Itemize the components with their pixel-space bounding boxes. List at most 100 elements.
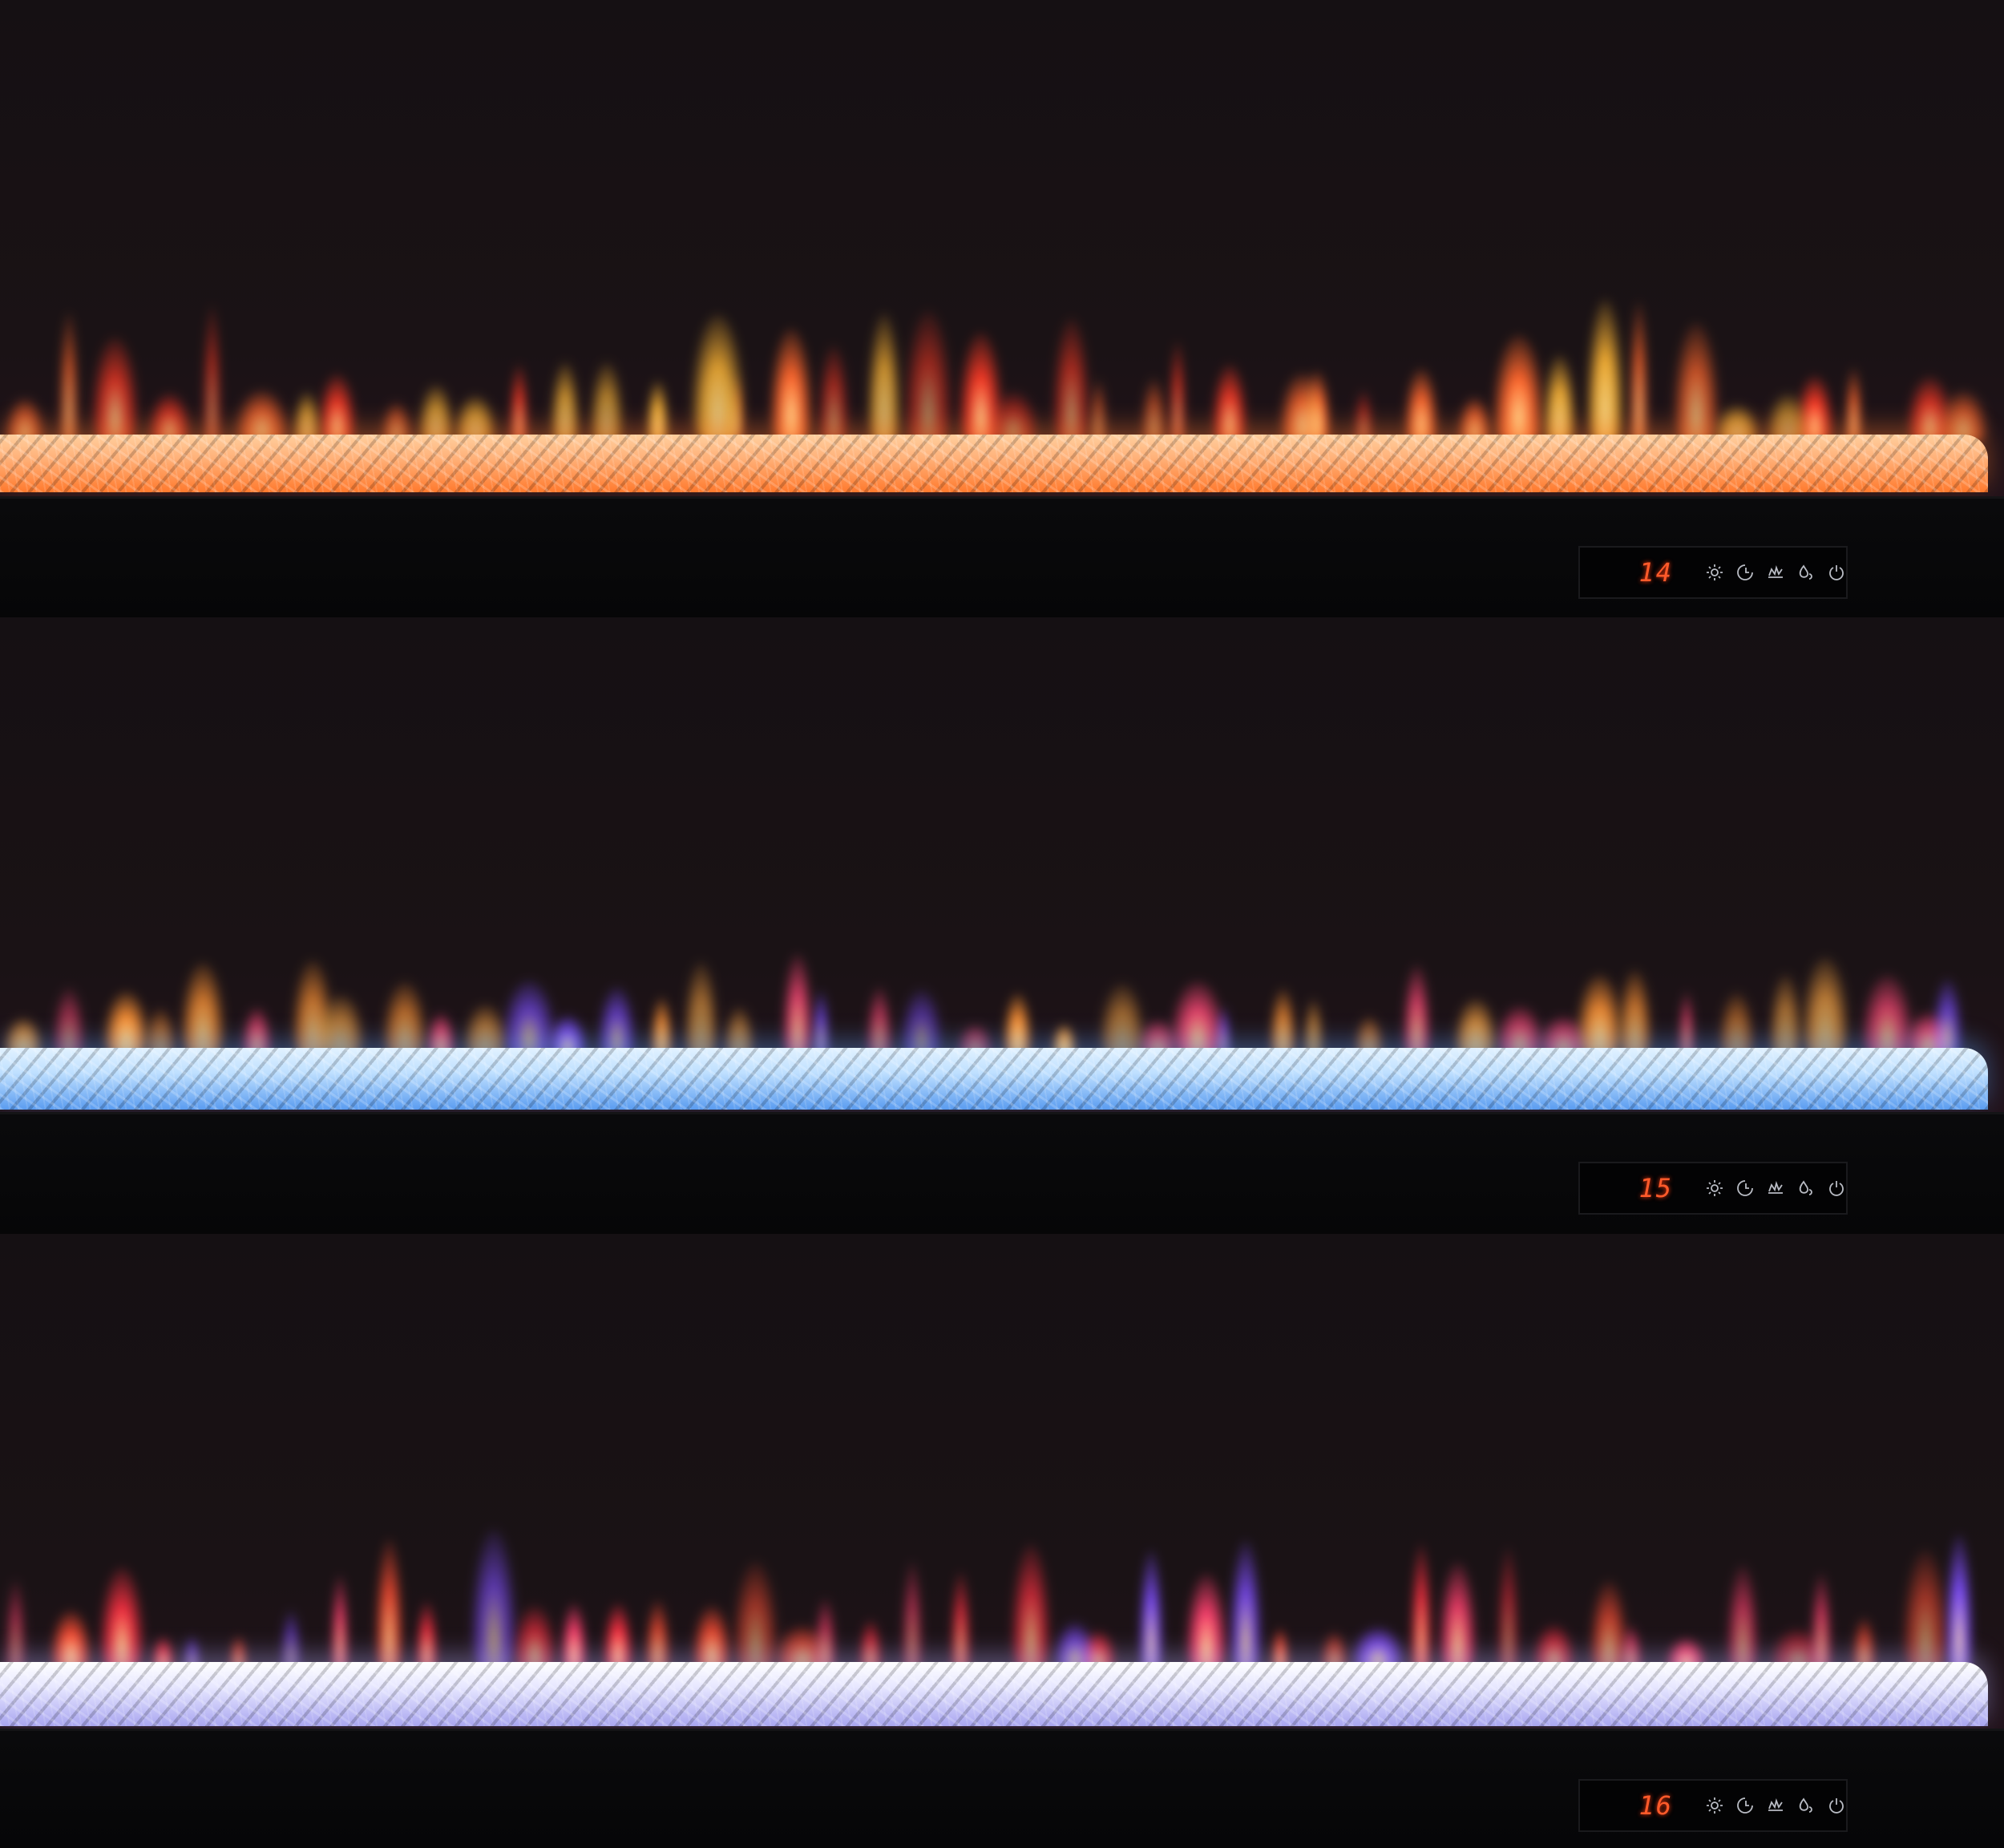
fireplace-panel: 14 [0, 0, 2004, 617]
flame [782, 953, 813, 1056]
flame [1719, 992, 1756, 1056]
flame [1089, 378, 1108, 443]
flame [1139, 1549, 1164, 1670]
brightness-icon[interactable] [1705, 1796, 1724, 1815]
flame [59, 311, 79, 443]
flame [867, 986, 893, 1056]
flame [470, 1529, 518, 1670]
flame [374, 1539, 404, 1670]
flame [143, 1007, 176, 1056]
timer-icon[interactable] [1735, 1179, 1755, 1198]
flame [1269, 988, 1296, 1056]
timer-icon[interactable] [1735, 1796, 1755, 1815]
flame [903, 309, 952, 443]
flame [1901, 1548, 1949, 1670]
flame-effect-icon[interactable] [1766, 1796, 1785, 1815]
firebox [0, 617, 2004, 1112]
flame [1004, 993, 1032, 1056]
flame [1586, 299, 1625, 443]
flame [1354, 389, 1373, 443]
flame-effect-icon[interactable] [1766, 1179, 1785, 1198]
control-panel: 14 [1578, 546, 1848, 599]
flame [1852, 1616, 1876, 1670]
flame [1844, 366, 1863, 443]
flame [1796, 374, 1834, 443]
flame [512, 1604, 556, 1670]
flame [902, 1560, 923, 1670]
flame [726, 374, 744, 443]
flame [724, 1005, 754, 1056]
flame [1629, 301, 1649, 443]
bottom-trim: 16 [0, 1729, 2004, 1848]
flame [1497, 1546, 1519, 1670]
flame [1618, 968, 1652, 1056]
brightness-icon[interactable] [1705, 563, 1724, 582]
power-icon[interactable] [1827, 1796, 1846, 1815]
flame [331, 1575, 349, 1670]
flame [6, 1579, 26, 1670]
flame [589, 361, 624, 443]
flame [899, 988, 943, 1056]
flame [203, 305, 221, 443]
flame [1272, 1627, 1289, 1670]
flame [1185, 1573, 1228, 1670]
flame [1438, 1562, 1477, 1670]
flame [52, 987, 85, 1056]
flame [603, 1602, 632, 1670]
flame [1169, 340, 1186, 443]
flame [1727, 1563, 1760, 1670]
flame [1673, 322, 1719, 443]
firebox [0, 1234, 2004, 1729]
flame [1800, 956, 1849, 1056]
power-icon[interactable] [1827, 1179, 1846, 1198]
flame [317, 373, 356, 443]
flame [950, 1571, 971, 1670]
flame [1945, 1533, 1973, 1670]
flame [693, 1604, 732, 1670]
flame [241, 1007, 273, 1056]
temperature-display: 16 [1638, 1790, 1673, 1821]
power-icon[interactable] [1827, 563, 1846, 582]
flame [867, 312, 902, 443]
flame [1678, 991, 1695, 1056]
flame [1303, 998, 1323, 1056]
flame [1938, 390, 1988, 443]
flame [598, 985, 636, 1056]
temperature-display: 15 [1638, 1173, 1673, 1203]
flame [281, 1609, 302, 1670]
flame [418, 383, 454, 443]
flame [1404, 368, 1439, 443]
flame-effect-icon[interactable] [1766, 563, 1785, 582]
flame [99, 1567, 144, 1670]
flame [184, 1636, 200, 1670]
flame [1811, 1572, 1832, 1670]
heat-icon[interactable] [1796, 563, 1816, 582]
flame [1543, 354, 1576, 443]
flame [416, 1601, 438, 1670]
flame [502, 980, 557, 1056]
heat-icon[interactable] [1796, 1179, 1816, 1198]
flame [229, 1635, 247, 1670]
flames [0, 1462, 2004, 1670]
flame [1212, 363, 1248, 443]
crystal-media-bed [0, 1662, 1988, 1726]
flame [560, 1603, 588, 1670]
flame [1303, 370, 1331, 443]
flame [645, 1599, 670, 1670]
flame [1053, 317, 1091, 443]
flame [1010, 1543, 1051, 1670]
control-panel: 16 [1578, 1779, 1848, 1832]
flame [1768, 973, 1803, 1056]
fireplace-panel: 16 [0, 1234, 2004, 1848]
brightness-icon[interactable] [1705, 1179, 1724, 1198]
flame [646, 380, 669, 443]
flame [1492, 334, 1545, 443]
flame [650, 997, 673, 1056]
flame [1141, 377, 1167, 443]
flame [988, 391, 1038, 443]
flame [1229, 1539, 1262, 1670]
timer-icon[interactable] [1735, 563, 1755, 582]
flame [1496, 1005, 1544, 1056]
heat-icon[interactable] [1796, 1796, 1816, 1815]
flame [91, 336, 139, 443]
